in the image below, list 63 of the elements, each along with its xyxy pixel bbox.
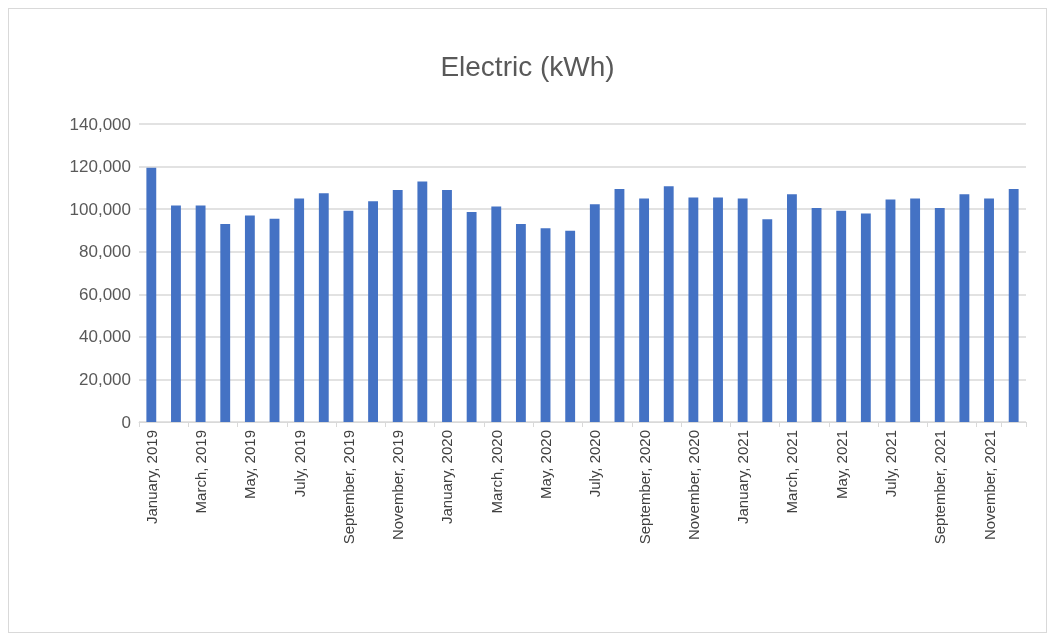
x-tick-label: July, 2020 [586, 430, 604, 498]
y-tick-label: 120,000 [69, 157, 131, 177]
x-tick-label: January, 2020 [438, 430, 456, 524]
x-tick-label: May, 2021 [832, 430, 850, 499]
y-tick-label: 40,000 [79, 327, 131, 347]
bar [737, 198, 748, 422]
bar [713, 197, 723, 422]
bar [836, 210, 847, 422]
x-tick-label: March, 2020 [487, 430, 505, 514]
bar [442, 189, 452, 422]
x-tick-label: September, 2021 [931, 430, 949, 545]
bar [959, 194, 970, 422]
bar [910, 198, 921, 422]
bar [663, 186, 674, 422]
x-tick-label: January, 2021 [734, 430, 752, 524]
chart-title: Electric (kWh) [440, 50, 615, 82]
x-tick-label: November, 2020 [684, 430, 702, 541]
x-tick-label: September, 2020 [635, 430, 653, 545]
bar [466, 212, 477, 422]
bar [491, 206, 502, 422]
bar [515, 224, 526, 422]
bar [688, 197, 699, 422]
bar [589, 204, 600, 422]
bar [984, 198, 994, 422]
x-tick-label: May, 2019 [241, 430, 259, 499]
x-tick-label: March, 2021 [783, 430, 801, 514]
bar [540, 228, 551, 422]
bar [565, 230, 576, 422]
bar [294, 198, 305, 422]
y-tick-label: 20,000 [79, 369, 131, 389]
bar [811, 208, 822, 422]
x-tick-label: September, 2019 [339, 430, 357, 545]
x-tick-label: March, 2019 [192, 430, 210, 514]
bar [220, 224, 231, 422]
bar [392, 189, 403, 422]
bar [614, 188, 625, 422]
bar [885, 199, 896, 422]
y-tick-label: 100,000 [69, 199, 131, 219]
bar [343, 210, 354, 422]
bar [171, 205, 181, 422]
x-tick-label: November, 2021 [980, 430, 998, 541]
bar [639, 198, 650, 422]
bar [318, 193, 329, 422]
y-tick-label: 140,000 [69, 114, 131, 134]
bar [195, 205, 206, 422]
bar [762, 219, 773, 422]
bar [244, 215, 255, 422]
y-tick-label: 60,000 [79, 284, 131, 304]
x-tick-label: January, 2019 [142, 430, 160, 524]
x-tick-label: May, 2020 [537, 430, 555, 499]
bar [146, 167, 157, 422]
bar [1008, 188, 1019, 422]
x-tick-label: July, 2021 [881, 430, 899, 498]
y-tick-label: 80,000 [79, 242, 131, 262]
bar [787, 194, 797, 422]
bar [417, 181, 428, 422]
bar [934, 208, 945, 422]
x-tick-label: July, 2019 [290, 430, 308, 498]
bar [368, 201, 378, 422]
bar [860, 213, 871, 422]
y-tick-label: 0 [121, 412, 131, 432]
x-tick-label: November, 2019 [389, 430, 407, 541]
bar [269, 218, 280, 422]
